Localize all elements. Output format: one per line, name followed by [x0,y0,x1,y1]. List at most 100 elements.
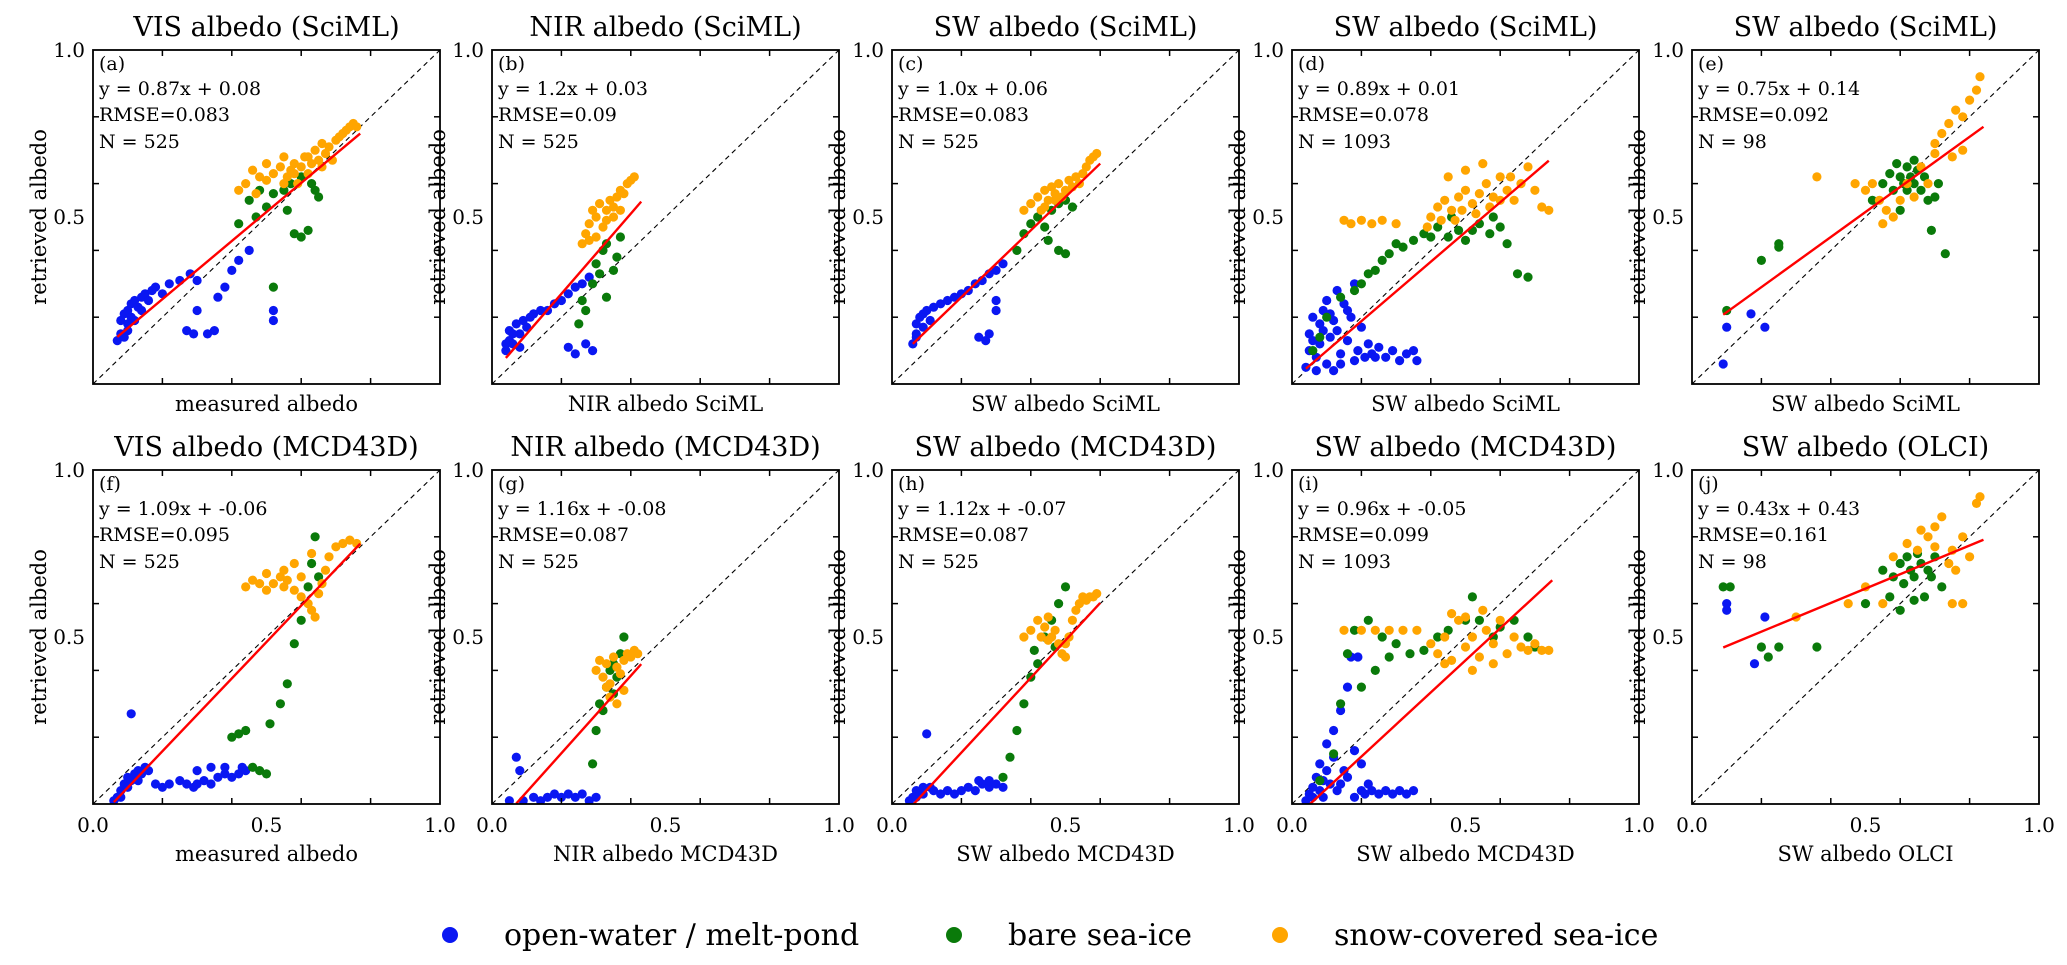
point-d-0 [1408,346,1419,356]
point-d-0 [1388,346,1398,356]
panel-title: SW albedo (SciML) [1334,12,1598,43]
point-g-2 [601,659,612,669]
panel-title: SW albedo (MCD43D) [915,432,1217,463]
point-e-1 [1923,195,1933,205]
point-c-1 [1012,245,1022,255]
point-d-2 [1509,195,1519,205]
point-d-2 [1474,189,1484,199]
x-axis-label: SW albedo SciML [971,392,1160,416]
point-j-2 [1937,512,1947,522]
point-j-0 [1760,612,1770,622]
x-tick-label: 1.0 [424,813,456,837]
point-e-2 [1944,118,1954,129]
point-f-2 [320,565,331,575]
sample-size-label: N = 525 [99,131,180,153]
point-i-2 [1478,605,1488,615]
point-i-2 [1467,665,1477,676]
panel-b: 0.5 1.0 NIR albedo (SciML) NIR albedo SciML… [426,12,840,416]
sample-size-label: N = 525 [498,551,579,573]
point-c-2 [1050,195,1060,205]
x-tick-label: 0.5 [1450,813,1482,837]
point-f-0 [150,779,161,789]
point-c-1 [1026,219,1036,229]
point-g-2 [619,685,629,696]
point-c-0 [936,299,946,309]
point-h-2 [1026,625,1036,635]
point-f-1 [234,729,244,739]
point-j-1 [1885,592,1895,602]
point-e-0 [1718,359,1728,369]
point-d-2 [1433,202,1443,212]
point-i-2 [1516,642,1526,652]
legend-marker [442,927,458,943]
point-d-0 [1308,312,1318,322]
plot-frame [491,469,840,805]
point-j-0 [1722,605,1732,615]
point-j-1 [1763,652,1773,662]
point-g-0 [584,796,594,804]
point-d-1 [1426,232,1436,242]
point-g-2 [598,672,608,682]
point-i-1 [1370,665,1380,676]
y-axis-label: retrieved albedo [27,549,51,725]
point-h-1 [1019,699,1029,709]
point-d-2 [1495,195,1505,205]
point-b-1 [588,279,598,289]
point-f-2 [338,538,348,549]
panel-e: 0.5 1.0 SW albedo (SciML) SW albedo SciML re… [1626,12,2040,416]
point-e-2 [1930,148,1940,159]
point-g-0 [549,789,560,799]
point-a-0 [213,292,223,302]
point-h-0 [991,779,1001,789]
y-tick-label: 1.0 [53,38,85,62]
point-d-0 [1325,332,1335,342]
point-d-1 [1502,239,1512,249]
point-a-0 [234,255,244,265]
point-f-1 [275,699,285,709]
data-layer-i [1292,470,1639,804]
data-layer-j [1692,470,2039,804]
y-axis-label: retrieved albedo [1226,129,1250,305]
point-e-2 [1860,185,1871,195]
point-a-2 [289,159,299,169]
rmse-label: RMSE=0.083 [99,104,230,126]
panel-c: 0.5 1.0 SW albedo (SciML) SW albedo SciML re… [826,12,1240,416]
point-f-2 [289,585,299,595]
regression-line [911,162,1102,345]
point-a-2 [310,145,320,155]
point-d-1 [1443,232,1453,242]
point-i-2 [1356,625,1366,635]
point-j-1 [1899,579,1909,589]
plot-frame [1691,49,2040,385]
point-d-0 [1401,349,1412,359]
point-f-0 [126,709,136,719]
point-d-0 [1336,349,1346,359]
point-c-0 [984,329,994,339]
point-c-2 [1033,192,1043,202]
point-d-1 [1370,265,1380,275]
point-i-0 [1388,789,1398,799]
rmse-label: RMSE=0.087 [898,524,1029,546]
point-d-2 [1495,172,1505,182]
point-h-2 [1040,622,1050,632]
point-g-0 [511,752,521,762]
point-d-2 [1422,222,1432,232]
panel-label: (i) [1298,473,1319,495]
point-h-2 [1033,615,1043,625]
y-tick-label: 0.5 [1252,205,1284,229]
point-d-1 [1495,222,1505,232]
point-i-1 [1336,699,1346,709]
y-tick-label: 0.5 [53,205,85,229]
point-h-0 [942,786,953,796]
point-a-2 [352,122,362,132]
panel-label: (g) [498,473,525,495]
point-a-1 [296,232,306,242]
point-i-1 [1523,632,1533,642]
point-i-2 [1544,645,1554,656]
y-tick-label: 0.5 [852,205,884,229]
point-c-0 [949,292,960,302]
point-g-0 [591,792,601,802]
point-j-1 [1812,642,1822,652]
point-d-2 [1454,192,1464,202]
point-h-0 [949,789,960,799]
